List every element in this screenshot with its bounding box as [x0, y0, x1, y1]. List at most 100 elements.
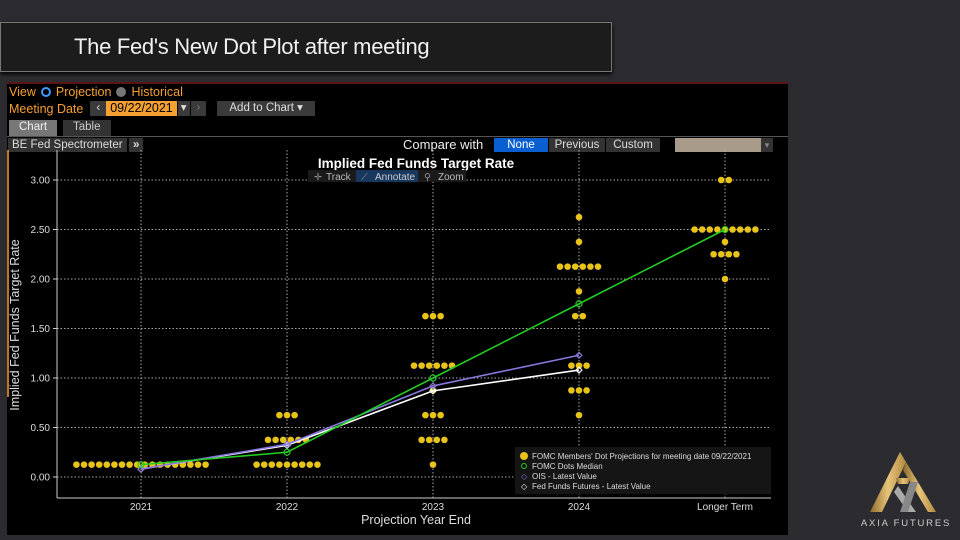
- fomc-dot: [422, 411, 429, 419]
- fomc-dot: [736, 226, 744, 233]
- y-tick-label: 0.00: [31, 473, 51, 484]
- median-line-point: [721, 225, 729, 234]
- median-line: [140, 228, 726, 466]
- expand-icon[interactable]: »: [129, 138, 144, 152]
- fomc-dot: [575, 387, 583, 394]
- fomc-dot: [441, 436, 448, 444]
- fomc-dot: [126, 461, 133, 468]
- fomc-dot: [698, 226, 706, 233]
- fomc-dot: [283, 461, 291, 468]
- fomc-dot: [429, 411, 437, 419]
- x-axis-label: Projection Year End: [361, 513, 471, 527]
- source-selector[interactable]: BE Fed Spectrometer: [8, 138, 127, 152]
- fomc-dot: [752, 226, 759, 233]
- fomc-dot: [306, 461, 314, 468]
- fomc-dot: [283, 411, 291, 419]
- legend-ois: OIS - Latest Value: [532, 472, 597, 481]
- projection-label[interactable]: Projection: [55, 85, 112, 99]
- view-label: View: [9, 85, 36, 99]
- fomc-dot: [441, 362, 448, 369]
- fomc-dot: [425, 436, 433, 444]
- fomc-dot: [433, 362, 441, 369]
- fomc-dot: [744, 226, 752, 233]
- fomc-dot: [575, 213, 583, 221]
- axia-futures-logo: AXIA FUTURES: [858, 448, 954, 532]
- fomc-dot: [437, 312, 444, 320]
- fomc-dot: [564, 263, 571, 270]
- custom-select-dropdown-icon[interactable]: ▾: [761, 138, 773, 152]
- fomc-dot: [298, 461, 306, 468]
- zoom-tool[interactable]: Zoom: [438, 172, 464, 183]
- y-tick-label: 1.00: [31, 374, 51, 385]
- fomc-dot: [95, 461, 103, 468]
- fomc-dot: [710, 250, 717, 258]
- x-tick-label: 2023: [422, 502, 445, 513]
- median-line-point: [283, 448, 291, 456]
- ois-line: [140, 354, 580, 470]
- fomc-dot: [314, 461, 321, 468]
- historical-label[interactable]: Historical: [131, 85, 183, 99]
- projection-radio[interactable]: [40, 87, 51, 97]
- fomc-dot: [721, 238, 729, 246]
- fomc-dot: [253, 461, 260, 468]
- median-line-point: [137, 461, 145, 469]
- fomc-dot: [118, 461, 126, 468]
- fomc-dot: [425, 362, 433, 369]
- fomc-dot: [575, 238, 583, 246]
- fomc-dot: [279, 436, 287, 444]
- fomc-dot: [73, 461, 80, 468]
- y-tick-label: 3.00: [31, 176, 51, 187]
- track-tool[interactable]: Track: [326, 172, 352, 183]
- fomc-dot: [291, 461, 298, 468]
- next-date-button[interactable]: ›: [190, 101, 207, 116]
- fomc-dot: [410, 362, 418, 369]
- zoom-icon[interactable]: ⚲: [424, 172, 431, 183]
- fomc-dot: [575, 411, 583, 419]
- fomc-dot: [264, 436, 272, 444]
- compare-custom-button[interactable]: Custom: [606, 138, 660, 152]
- view-row: View Projection Historical: [9, 85, 183, 99]
- track-icon[interactable]: ✛: [314, 172, 322, 183]
- y-tick-label: 1.50: [31, 324, 51, 335]
- fff-line-point: [575, 366, 583, 374]
- date-dropdown-button[interactable]: ▾: [177, 101, 190, 116]
- fomc-dot: [571, 263, 579, 270]
- fomc-dot: [691, 226, 698, 233]
- meeting-date-field[interactable]: 09/22/2021: [106, 101, 177, 116]
- fomc-dot: [568, 387, 575, 394]
- fomc-dot: [717, 250, 725, 258]
- fomc-dot: [272, 436, 279, 444]
- fff-line: [140, 369, 580, 470]
- add-to-chart-button[interactable]: Add to Chart ▾: [217, 101, 315, 116]
- fomc-dot: [80, 461, 88, 468]
- fomc-dot: [568, 362, 575, 369]
- annotate-tool[interactable]: Annotate: [375, 172, 415, 183]
- legend-fff: Fed Funds Futures - Latest Value: [532, 482, 651, 491]
- historical-radio[interactable]: [116, 87, 127, 97]
- slide-title-box: The Fed's New Dot Plot after meeting: [0, 22, 612, 72]
- tab-chart[interactable]: Chart: [9, 120, 58, 136]
- legend-median: FOMC Dots Median: [532, 462, 603, 471]
- fomc-dot: [194, 461, 202, 468]
- legend: FOMC Members' Dot Projections for meetin…: [515, 447, 771, 494]
- ois-line-point: [137, 465, 145, 473]
- fomc-dot: [721, 275, 729, 283]
- fomc-dot: [111, 461, 118, 468]
- meeting-date-label: Meeting Date: [9, 101, 84, 116]
- fomc-dot: [418, 436, 425, 444]
- tab-table[interactable]: Table: [63, 120, 111, 136]
- prev-date-button[interactable]: ‹: [90, 101, 107, 116]
- fomc-dot: [717, 176, 725, 184]
- fomc-dot: [575, 288, 583, 295]
- annotate-icon[interactable]: ⟋: [361, 172, 368, 183]
- axia-logo-icon: [870, 452, 936, 512]
- compare-none-button[interactable]: None: [494, 138, 548, 152]
- compare-previous-button[interactable]: Previous: [549, 138, 605, 152]
- fomc-dot: [594, 263, 602, 270]
- x-tick-label: Longer Term: [697, 502, 753, 513]
- custom-select-field[interactable]: [675, 138, 761, 152]
- y-tick-label: 2.00: [31, 275, 51, 286]
- legend-ois-icon: ◇: [521, 472, 528, 481]
- ois-line-point: [575, 351, 583, 360]
